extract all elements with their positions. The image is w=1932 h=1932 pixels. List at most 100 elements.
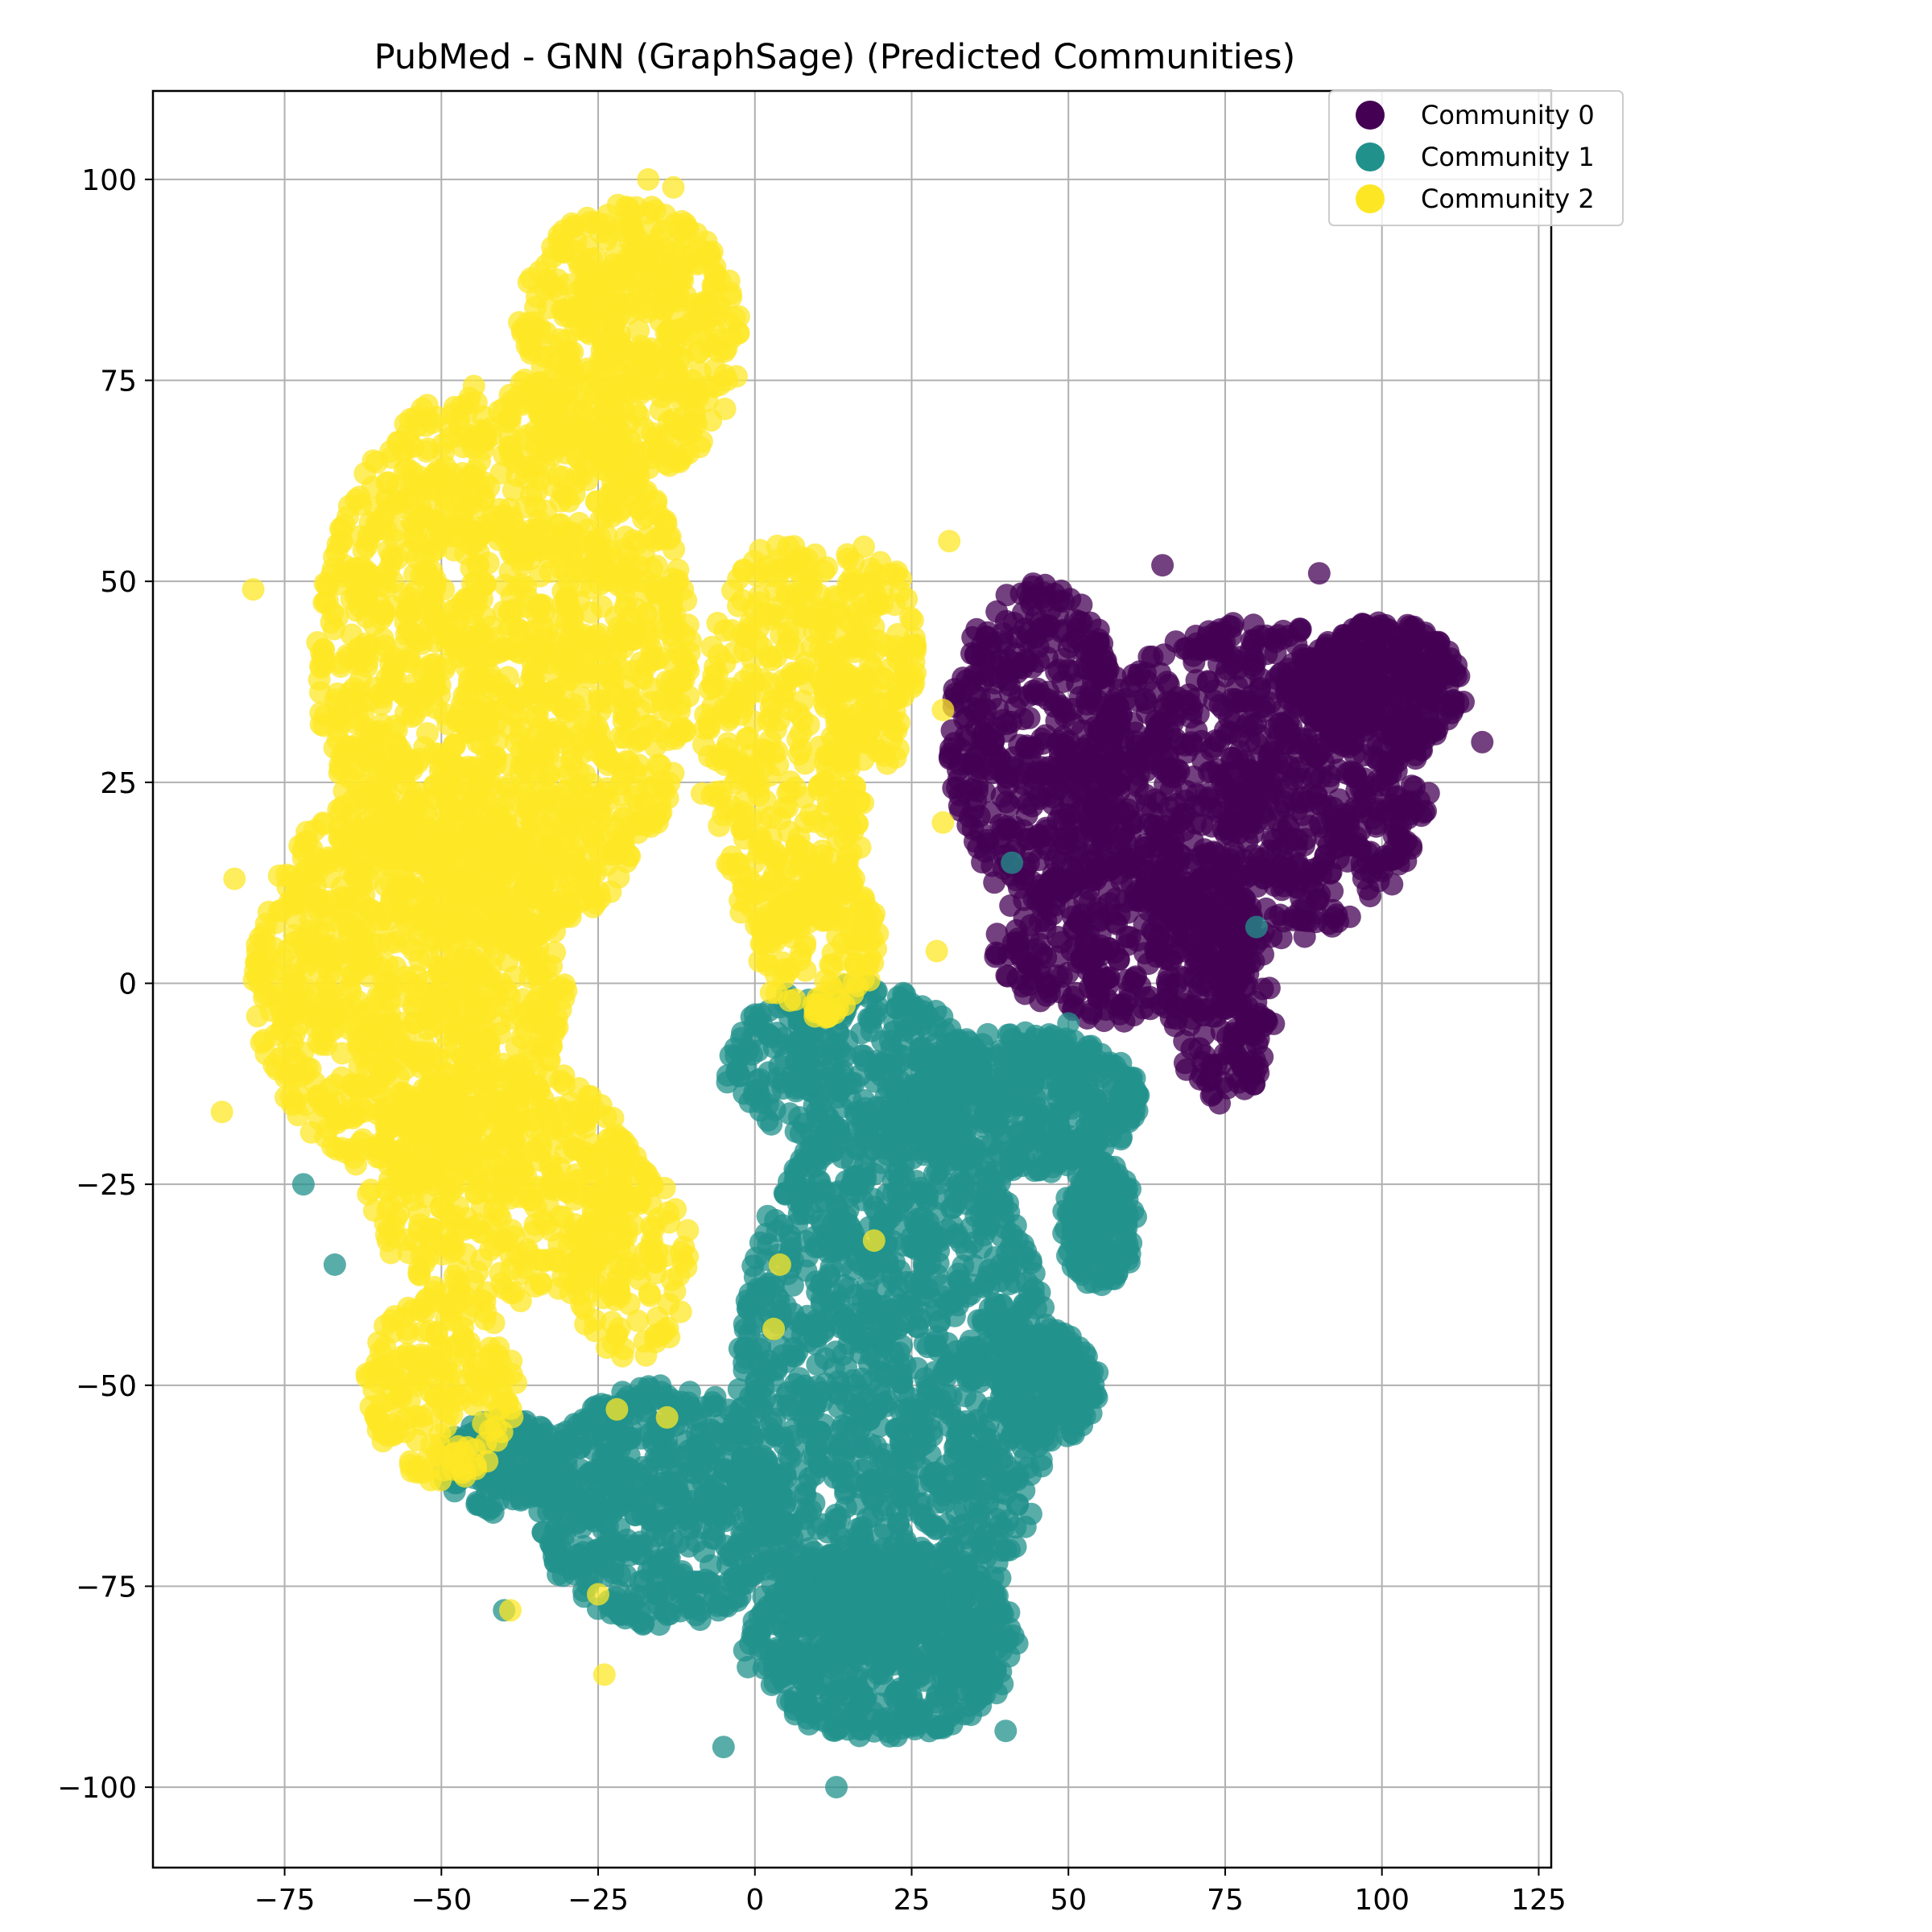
scatter-point xyxy=(1208,617,1232,641)
scatter-point xyxy=(925,1137,948,1161)
scatter-point xyxy=(997,1645,1021,1668)
scatter-point xyxy=(1290,684,1313,708)
scatter-point xyxy=(880,1319,903,1343)
scatter-point xyxy=(1081,868,1104,891)
scatter-point xyxy=(1065,828,1088,852)
scatter-point xyxy=(1345,779,1368,802)
scatter-point xyxy=(703,1492,726,1514)
scatter-point xyxy=(868,1640,891,1663)
scatter-point xyxy=(1191,813,1214,836)
scatter-point xyxy=(652,1524,675,1547)
scatter-point xyxy=(848,1435,871,1459)
scatter-point xyxy=(1151,554,1174,577)
scatter-point xyxy=(1006,832,1030,856)
scatter-point xyxy=(958,1476,981,1500)
scatter-point xyxy=(1071,719,1094,742)
scatter-point xyxy=(1080,999,1103,1022)
scatter-point xyxy=(1090,665,1113,688)
scatter-point xyxy=(1029,910,1052,933)
scatter-point xyxy=(601,1450,624,1473)
scatter-point xyxy=(1328,701,1352,724)
scatter-point xyxy=(1129,974,1152,997)
scatter-point xyxy=(828,1311,851,1335)
scatter-point xyxy=(950,1585,973,1608)
scatter-point xyxy=(1003,642,1026,665)
scatter-point xyxy=(1381,716,1404,740)
scatter-point xyxy=(1427,631,1451,654)
scatter-point xyxy=(783,1654,807,1678)
scatter-point xyxy=(1013,1515,1037,1538)
scatter-point xyxy=(584,1481,608,1505)
scatter-point xyxy=(1263,828,1286,852)
scatter-point xyxy=(947,758,969,782)
scatter-point xyxy=(1255,642,1278,666)
scatter-point xyxy=(894,1401,918,1424)
scatter-point xyxy=(1005,1306,1029,1329)
scatter-point xyxy=(760,1674,783,1696)
scatter-point xyxy=(1200,1005,1224,1028)
chart-title: PubMed - GNN (GraphSage) (Predicted Comm… xyxy=(374,37,1296,77)
scatter-point xyxy=(1182,765,1205,788)
scatter-point xyxy=(1242,797,1265,820)
scatter-point xyxy=(1166,811,1190,835)
scatter-point xyxy=(666,1564,689,1587)
scatter-point xyxy=(997,1191,1019,1215)
scatter-point xyxy=(741,1425,765,1448)
scatter-point xyxy=(658,1471,681,1494)
scatter-point xyxy=(868,1414,891,1438)
scatter-point xyxy=(1151,862,1174,886)
scatter-point xyxy=(845,1415,868,1439)
scatter-point xyxy=(556,1483,580,1506)
scatter-point xyxy=(828,1506,852,1530)
scatter-point xyxy=(751,1601,774,1624)
scatter-point xyxy=(849,1381,873,1404)
scatter-point xyxy=(894,1353,917,1377)
scatter-point xyxy=(783,1373,807,1396)
scatter-point xyxy=(976,625,999,649)
scatter-point xyxy=(1308,742,1331,766)
scatter-point xyxy=(945,1226,968,1249)
scatter-point xyxy=(819,1682,843,1706)
scatter-point xyxy=(828,1207,852,1230)
scatter-point xyxy=(953,780,976,803)
scatter-point xyxy=(1379,762,1402,785)
scatter-point xyxy=(879,1595,902,1618)
scatter-point xyxy=(1362,663,1385,686)
scatter-point xyxy=(1242,658,1265,681)
scatter-point xyxy=(898,1670,921,1692)
scatter-point xyxy=(1034,972,1057,995)
scatter-point xyxy=(909,1276,932,1299)
scatter-point xyxy=(783,1170,807,1193)
scatter-point xyxy=(943,1701,966,1724)
scatter-point xyxy=(576,1410,599,1432)
scatter-point xyxy=(1028,785,1051,807)
scatter-point xyxy=(1088,789,1112,812)
scatter-point xyxy=(851,1717,874,1740)
scatter-point xyxy=(971,1308,994,1331)
scatter-point xyxy=(968,1456,992,1480)
scatter-point xyxy=(634,1399,657,1422)
scatter-point xyxy=(618,1426,642,1449)
scatter-point xyxy=(1308,812,1331,836)
scatter-point xyxy=(956,814,980,836)
scatter-point xyxy=(927,1252,950,1275)
scatter-point xyxy=(693,1396,716,1419)
scatter-point xyxy=(896,1644,919,1667)
scatter-point xyxy=(1273,791,1296,814)
scatter-point xyxy=(1197,671,1220,694)
scatter-point xyxy=(893,1166,916,1188)
scatter-point xyxy=(1402,626,1425,650)
scatter-point xyxy=(1365,692,1388,716)
scatter-point xyxy=(965,716,989,739)
scatter-point xyxy=(795,1501,819,1525)
scatter-point xyxy=(1108,1002,1132,1026)
scatter-point xyxy=(1173,967,1196,990)
scatter-point xyxy=(1067,911,1090,935)
scatter-point xyxy=(1307,888,1330,911)
scatter-point xyxy=(1076,959,1100,982)
scatter-point xyxy=(809,1274,832,1297)
scatter-point xyxy=(858,1300,881,1323)
scatter-point xyxy=(1022,766,1045,790)
scatter-point xyxy=(1150,731,1174,754)
scatter-point xyxy=(796,1678,819,1702)
